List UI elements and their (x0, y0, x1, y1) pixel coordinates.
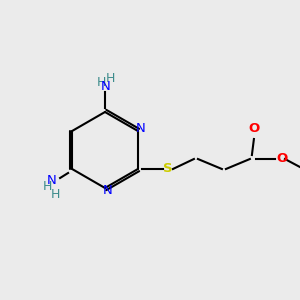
Text: S: S (163, 163, 173, 176)
Text: O: O (276, 152, 287, 166)
Text: H: H (96, 76, 106, 88)
Text: H: H (42, 179, 52, 193)
Text: H: H (105, 71, 115, 85)
Text: O: O (248, 122, 260, 136)
Text: N: N (103, 184, 113, 196)
Text: H: H (50, 188, 60, 200)
Text: N: N (101, 80, 111, 92)
Text: N: N (47, 173, 57, 187)
Text: N: N (136, 122, 146, 136)
